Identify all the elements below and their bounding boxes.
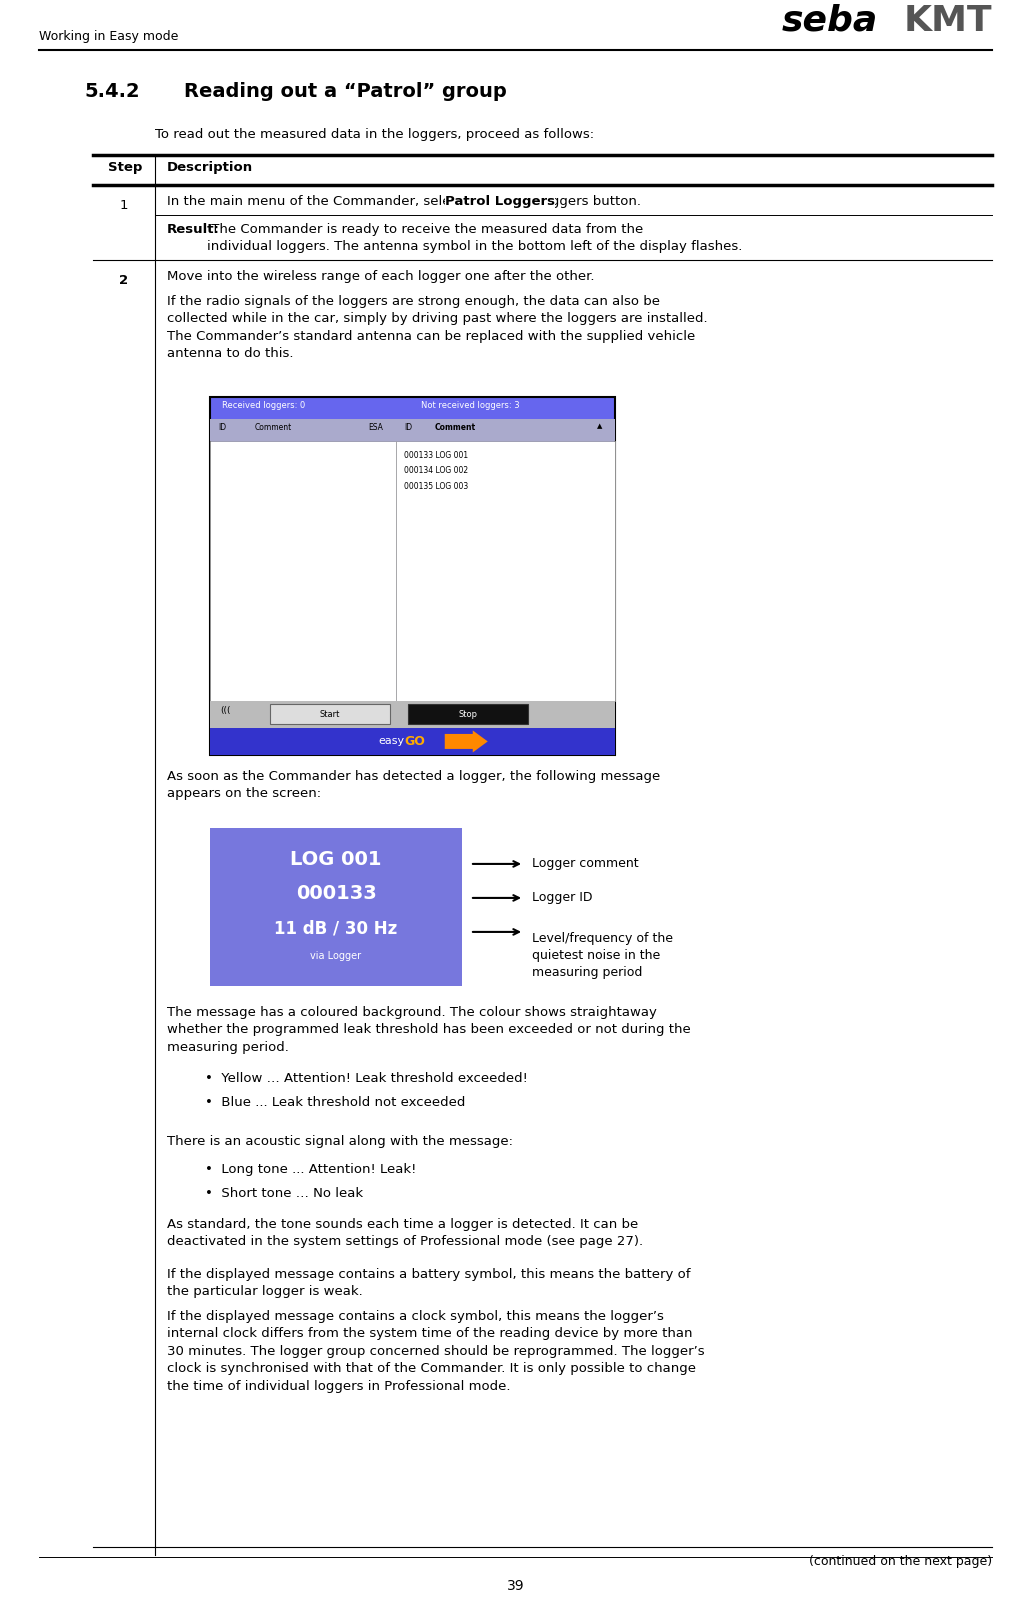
Bar: [210, 418, 396, 441]
Bar: [210, 441, 396, 701]
Text: ▲: ▲: [597, 423, 602, 430]
Text: ESA: ESA: [368, 423, 383, 431]
Text: Patrol Loggers: Patrol Loggers: [445, 195, 556, 208]
Text: Step: Step: [108, 161, 142, 174]
Bar: [396, 418, 616, 441]
Text: 5.4.2: 5.4.2: [84, 81, 139, 101]
Text: As standard, the tone sounds each time a logger is detected. It can be
deactivat: As standard, the tone sounds each time a…: [167, 1219, 643, 1249]
Text: ID: ID: [404, 423, 412, 431]
Text: 1: 1: [120, 200, 128, 212]
Text: (((: (((: [220, 706, 231, 715]
Bar: [270, 704, 390, 725]
Text: There is an acoustic signal along with the message:: There is an acoustic signal along with t…: [167, 1135, 513, 1148]
Text: Logger comment: Logger comment: [532, 858, 638, 870]
Text: •  Yellow … Attention! Leak threshold exceeded!: • Yellow … Attention! Leak threshold exc…: [205, 1072, 528, 1084]
Text: •  Blue ... Leak threshold not exceeded: • Blue ... Leak threshold not exceeded: [205, 1096, 465, 1108]
Text: Comment: Comment: [434, 423, 475, 431]
Text: Description: Description: [167, 161, 254, 174]
Bar: [408, 704, 528, 725]
Bar: [210, 728, 616, 755]
Text: Reading out a “Patrol” group: Reading out a “Patrol” group: [184, 81, 507, 101]
Text: Not received loggers: 3: Not received loggers: 3: [421, 401, 520, 410]
Text: seba: seba: [781, 5, 878, 38]
Text: •  Long tone ... Attention! Leak!: • Long tone ... Attention! Leak!: [205, 1163, 417, 1175]
Text: 39: 39: [506, 1579, 525, 1592]
Text: If the displayed message contains a clock symbol, this means the logger’s
intern: If the displayed message contains a cloc…: [167, 1310, 704, 1393]
Text: The message has a coloured background. The colour shows straightaway
whether the: The message has a coloured background. T…: [167, 1006, 691, 1054]
Text: Patrol Loggers: Patrol Loggers: [445, 195, 556, 208]
Bar: [396, 441, 616, 701]
Bar: [210, 398, 616, 755]
Text: via Logger: via Logger: [310, 950, 362, 961]
Text: Comment: Comment: [255, 423, 292, 431]
Text: Move into the wireless range of each logger one after the other.: Move into the wireless range of each log…: [167, 270, 595, 283]
Text: As soon as the Commander has detected a logger, the following message
appears on: As soon as the Commander has detected a …: [167, 770, 660, 800]
Text: Result:: Result:: [167, 224, 220, 236]
Text: 000133 LOG 001: 000133 LOG 001: [404, 450, 468, 460]
Text: In the main menu of the Commander, select the Patrol Loggers button.: In the main menu of the Commander, selec…: [167, 195, 641, 208]
Text: Received loggers: 0: Received loggers: 0: [222, 401, 305, 410]
Text: (continued on the next page): (continued on the next page): [809, 1555, 992, 1568]
Text: •  Short tone … No leak: • Short tone … No leak: [205, 1187, 363, 1199]
Bar: [210, 827, 462, 985]
Text: If the radio signals of the loggers are strong enough, the data can also be
coll: If the radio signals of the loggers are …: [167, 295, 707, 361]
Text: KMT: KMT: [903, 5, 992, 38]
Text: The Commander is ready to receive the measured data from the
individual loggers.: The Commander is ready to receive the me…: [207, 224, 742, 254]
Text: 2: 2: [120, 275, 129, 287]
Text: Stop: Stop: [459, 711, 477, 719]
Text: 000135 LOG 003: 000135 LOG 003: [404, 482, 468, 490]
Text: Start: Start: [320, 711, 340, 719]
Bar: [210, 701, 616, 728]
Text: To read out the measured data in the loggers, proceed as follows:: To read out the measured data in the log…: [155, 128, 594, 141]
Text: LOG 001: LOG 001: [291, 850, 381, 869]
Text: ID: ID: [218, 423, 226, 431]
Text: 000133: 000133: [296, 883, 376, 902]
Text: If the displayed message contains a battery symbol, this means the battery of
th: If the displayed message contains a batt…: [167, 1268, 691, 1298]
FancyArrow shape: [444, 730, 488, 752]
Text: 000134 LOG 002: 000134 LOG 002: [404, 466, 468, 476]
Text: Level/frequency of the
quietest noise in the
measuring period: Level/frequency of the quietest noise in…: [532, 933, 673, 979]
Text: 11 dB / 30 Hz: 11 dB / 30 Hz: [274, 920, 398, 937]
Text: Working in Easy mode: Working in Easy mode: [39, 30, 178, 43]
Text: GO: GO: [405, 735, 426, 747]
Text: Logger ID: Logger ID: [532, 891, 593, 904]
Text: easy: easy: [378, 736, 405, 746]
